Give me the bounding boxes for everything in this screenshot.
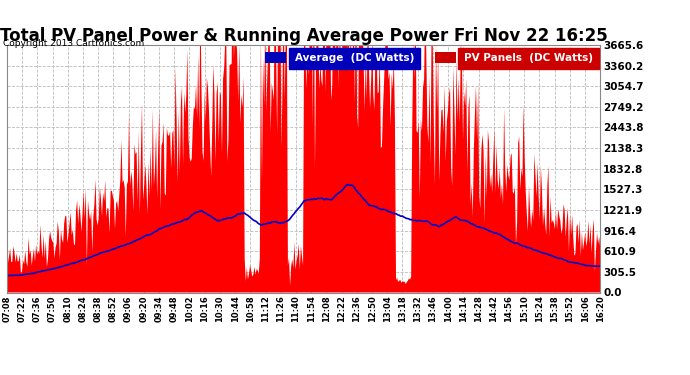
Title: Total PV Panel Power & Running Average Power Fri Nov 22 16:25: Total PV Panel Power & Running Average P…	[0, 27, 607, 45]
Legend: Average  (DC Watts), PV Panels  (DC Watts): Average (DC Watts), PV Panels (DC Watts)	[264, 50, 595, 65]
Text: Copyright 2013 Cartronics.com: Copyright 2013 Cartronics.com	[3, 39, 145, 48]
